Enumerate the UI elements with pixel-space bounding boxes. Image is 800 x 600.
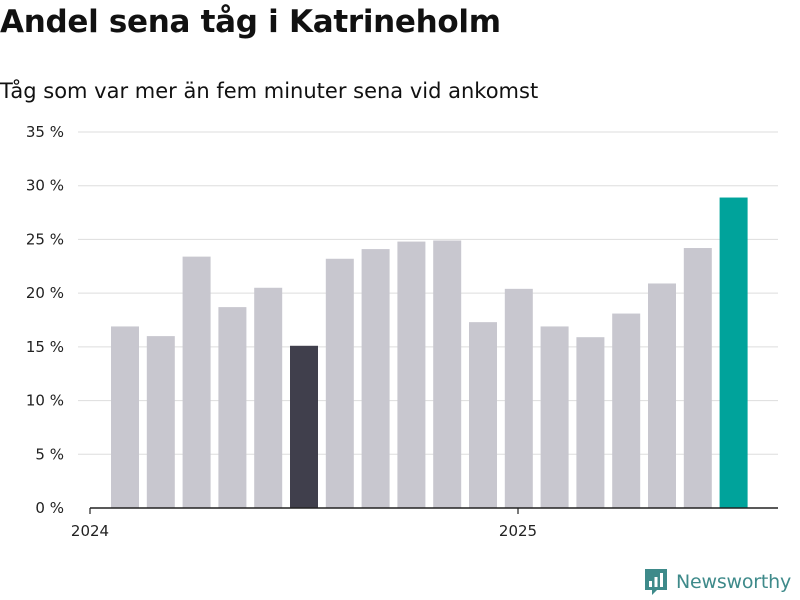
- bar: [218, 307, 247, 508]
- bar: [290, 345, 318, 508]
- bar: [648, 283, 676, 508]
- newsworthy-logo: Newsworthy: [644, 568, 791, 596]
- bar: [111, 326, 139, 508]
- y-tick-label: 10 %: [26, 392, 64, 410]
- bars: [111, 197, 748, 508]
- newsworthy-logo-icon: [645, 569, 667, 595]
- y-tick-label: 20 %: [26, 284, 64, 302]
- bar: [540, 326, 569, 508]
- x-axis: 2024 2025: [71, 507, 778, 540]
- y-tick-label: 15 %: [26, 338, 64, 356]
- bar: [719, 197, 748, 508]
- bar: [182, 256, 211, 508]
- y-tick-label: 35 %: [26, 123, 64, 141]
- bar: [469, 322, 497, 508]
- bar: [683, 248, 712, 508]
- bar: [612, 313, 641, 508]
- y-tick-label: 25 %: [26, 230, 64, 248]
- bar: [325, 258, 354, 508]
- bar: [397, 241, 426, 508]
- chart-title: Andel sena tåg i Katrineholm: [0, 4, 501, 40]
- bar: [361, 249, 390, 508]
- x-tick-label: 2025: [499, 522, 537, 540]
- y-tick-label: 30 %: [26, 177, 64, 195]
- y-tick-label: 0 %: [35, 499, 64, 517]
- bar: [433, 240, 462, 508]
- brand-name: Newsworthy: [676, 571, 792, 593]
- bar: [576, 337, 605, 508]
- bar: [504, 288, 533, 508]
- y-tick-label: 5 %: [35, 445, 64, 463]
- y-axis-labels: 0 % 5 % 10 % 15 % 20 % 25 % 30 % 35 %: [26, 123, 64, 517]
- bar: [254, 287, 283, 508]
- chart-subtitle: Tåg som var mer än fem minuter sena vid …: [0, 79, 539, 103]
- bar: [146, 336, 175, 508]
- x-tick-label: 2024: [71, 522, 109, 540]
